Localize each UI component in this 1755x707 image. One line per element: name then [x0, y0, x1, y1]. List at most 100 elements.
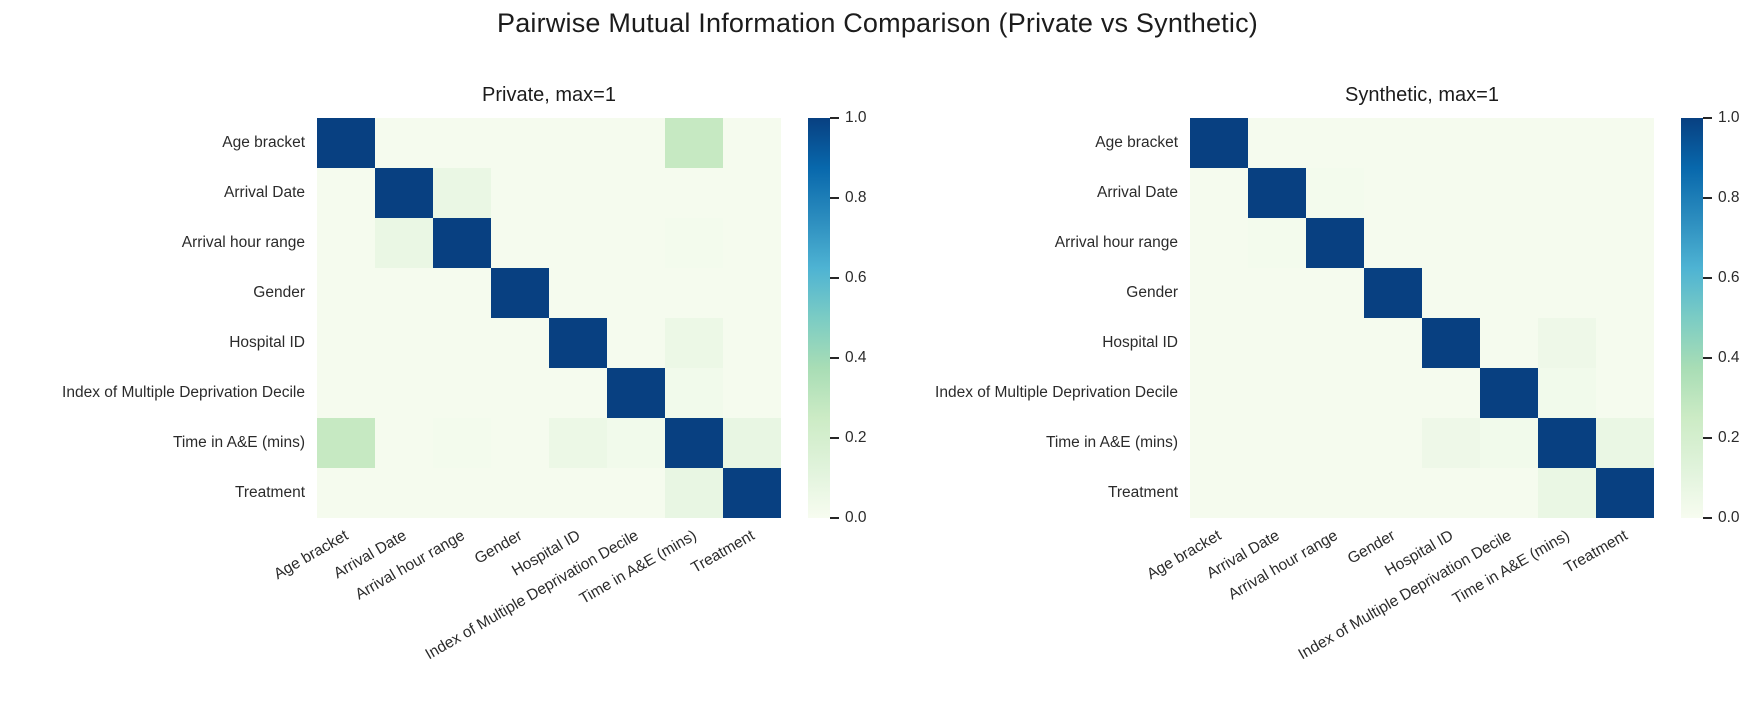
heatmap-cell — [607, 118, 665, 168]
y-tick-label: Gender — [1126, 284, 1178, 301]
y-tick-label: Index of Multiple Deprivation Decile — [935, 384, 1178, 401]
heatmap-cell — [1190, 468, 1248, 518]
heatmap-cell — [1190, 118, 1248, 168]
heatmap-cell — [1538, 118, 1596, 168]
heatmap-cell — [1596, 168, 1654, 218]
heatmap-cell — [1538, 368, 1596, 418]
heatmap-cell — [607, 268, 665, 318]
heatmap-cell — [549, 218, 607, 268]
heatmap-cell — [491, 418, 549, 468]
heatmap-cell — [1480, 218, 1538, 268]
heatmap-cell — [1364, 418, 1422, 468]
heatmap-cell — [723, 268, 781, 318]
heatmap-cell — [549, 168, 607, 218]
y-tick-label: Age bracket — [1095, 134, 1178, 151]
y-tick-label: Arrival Date — [224, 184, 305, 201]
heatmap-cell — [1248, 268, 1306, 318]
colorbar-tick-mark — [830, 197, 839, 199]
heatmap-cell — [607, 318, 665, 368]
heatmap-cell — [1596, 418, 1654, 468]
heatmap-cell — [1248, 218, 1306, 268]
heatmap-cell — [1306, 318, 1364, 368]
heatmap-cell — [607, 218, 665, 268]
heatmap-cell — [1306, 268, 1364, 318]
colorbar-tick-label: 0.0 — [1718, 509, 1740, 526]
heatmap-cell — [317, 118, 375, 168]
x-axis-labels: Age bracket Arrival Date Arrival hour rang… — [1144, 518, 1654, 707]
y-tick-label: Treatment — [1107, 484, 1178, 501]
colorbar-tick-mark — [830, 517, 839, 519]
heatmap-cell — [1248, 168, 1306, 218]
y-tick-label: Treatment — [234, 484, 305, 501]
x-axis-labels: Age bracket Arrival Date Arrival hour rang… — [271, 518, 781, 707]
heatmap-cell — [1364, 318, 1422, 368]
heatmap-cell — [1422, 268, 1480, 318]
heatmap-cell — [317, 418, 375, 468]
heatmap-cell — [317, 318, 375, 368]
heatmap-cell — [1248, 368, 1306, 418]
heatmap-cell — [317, 168, 375, 218]
heatmap-cell — [317, 218, 375, 268]
colorbar-tick-label: 0.6 — [845, 269, 867, 286]
panel-synthetic: Synthetic, max=1 Age bracket Arrival Date… — [935, 0, 1755, 707]
heatmap-cell — [1422, 318, 1480, 368]
heatmap-cell — [375, 418, 433, 468]
heatmap-cell — [723, 468, 781, 518]
heatmap-cell — [723, 368, 781, 418]
heatmap-cell — [1596, 118, 1654, 168]
heatmap-cell — [433, 318, 491, 368]
heatmap-cell — [1538, 168, 1596, 218]
heatmap-cell — [1480, 418, 1538, 468]
figure-title: Pairwise Mutual Information Comparison (… — [497, 8, 1258, 38]
heatmap-cell — [665, 118, 723, 168]
colorbar-tick-mark — [1703, 357, 1712, 359]
y-tick-label: Time in A&E (mins) — [1045, 434, 1178, 451]
heatmap-cell — [375, 318, 433, 368]
heatmap-cell — [433, 218, 491, 268]
heatmap-cell — [1306, 168, 1364, 218]
heatmap-cell — [723, 418, 781, 468]
heatmap-cell — [1190, 268, 1248, 318]
heatmap-cell — [375, 118, 433, 168]
colorbar-tick-label: 1.0 — [1718, 109, 1740, 126]
heatmap-cell — [549, 268, 607, 318]
heatmap-cell — [1422, 368, 1480, 418]
heatmap-cell — [375, 268, 433, 318]
heatmap-cell — [549, 118, 607, 168]
colorbar-tick-label: 0.4 — [845, 349, 867, 366]
colorbar-tick-mark — [830, 277, 839, 279]
heatmap-cell — [433, 368, 491, 418]
heatmap-cell — [1422, 418, 1480, 468]
heatmap-cell — [1306, 368, 1364, 418]
heatmap-cell — [491, 168, 549, 218]
heatmap-cell — [375, 168, 433, 218]
panel-title-private: Private, max=1 — [482, 84, 616, 106]
heatmap-cell — [491, 468, 549, 518]
heatmap-cell — [1480, 118, 1538, 168]
colorbar — [1681, 118, 1703, 518]
heatmap-cell — [1190, 418, 1248, 468]
heatmap-cell — [723, 168, 781, 218]
colorbar-tick-label: 0.8 — [845, 189, 867, 206]
heatmap-cell — [491, 368, 549, 418]
heatmap-cell — [723, 318, 781, 368]
heatmap-cell — [1364, 468, 1422, 518]
y-tick-label: Index of Multiple Deprivation Decile — [62, 384, 305, 401]
y-tick-label: Arrival Date — [1097, 184, 1178, 201]
heatmap-synthetic — [1190, 118, 1654, 518]
heatmap-cell — [607, 468, 665, 518]
heatmap-cell — [1422, 468, 1480, 518]
heatmap-cell — [317, 468, 375, 518]
heatmap-cell — [1248, 318, 1306, 368]
heatmap-cell — [1480, 168, 1538, 218]
heatmap-cell — [1422, 218, 1480, 268]
heatmap-cell — [433, 118, 491, 168]
heatmap-cell — [1596, 218, 1654, 268]
heatmap-cell — [665, 168, 723, 218]
heatmap-cell — [1364, 268, 1422, 318]
colorbar-tick-label: 0.2 — [1718, 429, 1740, 446]
y-tick-label: Arrival hour range — [181, 234, 305, 251]
heatmap-cell — [1422, 118, 1480, 168]
heatmap-cell — [607, 168, 665, 218]
